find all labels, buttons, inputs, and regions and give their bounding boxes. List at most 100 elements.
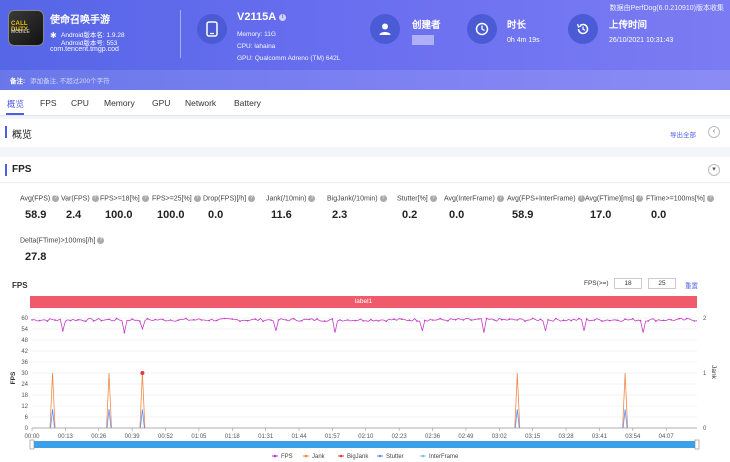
tab-overview[interactable]: 概览: [7, 99, 25, 109]
device-gpu: GPU: Qualcomm Adreno (TM) 642L: [237, 55, 341, 62]
help-icon[interactable]: ?: [379, 195, 387, 202]
fps-collapse-icon[interactable]: ▾: [708, 164, 720, 176]
help-icon[interactable]: ?: [496, 195, 504, 202]
metric-label: Stutter[%]?: [397, 195, 437, 202]
tab-battery[interactable]: Battery: [234, 98, 261, 108]
app-icon-subtitle: MOBILE: [11, 29, 30, 35]
metric-value: 0.0: [208, 209, 224, 222]
help-icon[interactable]: ?: [141, 195, 149, 202]
note-bar[interactable]: 备注: 添加备注, 不超过200个字符: [0, 70, 730, 90]
metric-label: BigJank(/10min)?: [327, 195, 387, 202]
fps-threshold-1-input[interactable]: [614, 278, 642, 289]
device-memory: Memory: 11G: [237, 31, 276, 38]
metric-value: 100.0: [105, 209, 133, 222]
tab-fps[interactable]: FPS: [40, 98, 57, 108]
metric-value: 11.6: [271, 209, 292, 222]
overview-title: 概览: [12, 130, 32, 141]
overview-section: 概览 导出全部 ‹: [0, 119, 730, 147]
help-icon[interactable]: ?: [52, 195, 60, 202]
metric-value: 58.9: [512, 209, 534, 222]
label-bar[interactable]: label1: [30, 296, 697, 308]
upload-time-label: 上传时间: [609, 20, 648, 31]
help-icon[interactable]: ?: [706, 195, 714, 202]
metric-5: Jank(/10min)? 11.6: [266, 195, 316, 222]
report-header: 数据由PerfDog(6.0.210910)版本收集 CALL DUTY MOB…: [0, 0, 730, 90]
metric-label: Delta(FTime)>100ms[/h]?: [20, 237, 105, 244]
metric-label: Var(FPS)?: [61, 195, 99, 202]
note-placeholder[interactable]: 添加备注, 不超过200个字符: [30, 78, 110, 85]
help-icon[interactable]: ?: [91, 195, 99, 202]
section-accent: [5, 164, 7, 176]
metric-label: Drop(FPS)[/h]?: [203, 195, 256, 202]
device-info-icon[interactable]: i: [279, 13, 287, 21]
metric-label: FPS>=25[%]?: [152, 195, 201, 202]
upload-time-value: 26/10/2021 10:31:43: [609, 37, 674, 44]
help-icon[interactable]: ?: [308, 195, 316, 202]
device-model: V2115A i: [237, 11, 287, 23]
metric-10: Avg(FTime)[ms]? 17.0: [585, 195, 644, 222]
metric-11: FTime>=100ms[%]? 0.0: [646, 195, 714, 221]
export-all-link[interactable]: 导出全部: [670, 132, 696, 139]
section-divider: [0, 182, 730, 183]
android-icon: ✱: [50, 31, 57, 40]
overview-collapse-icon[interactable]: ‹: [708, 126, 720, 138]
metric-label: Avg(FPS+InterFrame)?: [507, 195, 585, 202]
metric-1: Var(FPS)? 2.4: [61, 195, 99, 221]
duration-value: 0h 4m 19s: [507, 37, 540, 44]
help-icon[interactable]: ?: [248, 195, 256, 202]
creator-value-redacted: [412, 35, 434, 45]
metric-label: Avg(InterFrame)?: [444, 195, 504, 202]
metric-2: FPS>=18[%]? 100.0: [100, 195, 149, 221]
tab-bar: 概览 FPS CPU Memory GPU Network Battery: [0, 90, 730, 116]
section-accent: [5, 126, 7, 138]
fps-section-title: FPS: [12, 164, 32, 175]
fps-section: FPS ▾: [0, 157, 730, 462]
metric-value: 17.0: [590, 209, 612, 222]
metric-6: BigJank(/10min)? 2.3: [327, 195, 387, 221]
metric-value: 100.0: [157, 209, 185, 222]
metric-value: 0.0: [651, 209, 667, 222]
tab-cpu[interactable]: CPU: [71, 98, 89, 108]
metric-value: 2.4: [66, 209, 82, 222]
metric-0: Avg(FPS)? 58.9: [20, 195, 60, 221]
fps-threshold-2-input[interactable]: [648, 278, 676, 289]
tab-gpu[interactable]: GPU: [152, 98, 171, 108]
metric-label: FTime>=100ms[%]?: [646, 195, 714, 202]
tab-memory[interactable]: Memory: [104, 98, 135, 108]
device-cpu: CPU: lahaina: [237, 43, 276, 50]
tab-network[interactable]: Network: [185, 98, 217, 108]
android-version-code: Android版本号: 553: [61, 40, 118, 47]
help-icon[interactable]: ?: [636, 195, 644, 202]
package-name: com.tencent.tmgp.cod: [50, 46, 119, 53]
active-tab-indicator: [6, 113, 24, 115]
metric-value: 0.0: [449, 209, 465, 222]
metric-label: Avg(FTime)[ms]?: [585, 195, 644, 202]
user-icon: [370, 14, 400, 44]
phone-icon: [197, 14, 227, 44]
metric-label: Avg(FPS)?: [20, 195, 60, 202]
metric-4: Drop(FPS)[/h]? 0.0: [203, 195, 256, 222]
creator-label: 创建者: [412, 20, 441, 31]
metric-3: FPS>=25[%]? 100.0: [152, 195, 201, 221]
note-label: 备注:: [10, 78, 26, 85]
help-icon[interactable]: ?: [429, 195, 437, 202]
metric-value: 27.8: [25, 251, 47, 264]
history-icon: [568, 14, 598, 44]
help-icon[interactable]: ?: [577, 195, 585, 202]
header-divider: [180, 10, 181, 58]
metric-value: 2.3: [332, 209, 348, 222]
android-version-name: Android版本名: 1.9.28: [61, 32, 125, 39]
app-icon-title: CALL DUTY: [11, 21, 29, 33]
help-icon[interactable]: ?: [193, 195, 201, 202]
app-name: 使命召唤手游: [50, 15, 110, 26]
reset-link[interactable]: 重置: [685, 283, 698, 290]
metric-7: Stutter[%]? 0.2: [397, 195, 437, 221]
duration-label: 时长: [507, 20, 527, 31]
help-icon[interactable]: ?: [97, 237, 105, 244]
metric-label: Jank(/10min)?: [266, 195, 316, 202]
metric-9: Avg(FPS+InterFrame)? 58.9: [507, 195, 585, 221]
collector-note: 数据由PerfDog(6.0.210910)版本收集: [609, 5, 724, 12]
metric-label: FPS>=18[%]?: [100, 195, 149, 202]
clock-icon: [467, 14, 497, 44]
metric-8: Avg(InterFrame)? 0.0: [444, 195, 504, 221]
